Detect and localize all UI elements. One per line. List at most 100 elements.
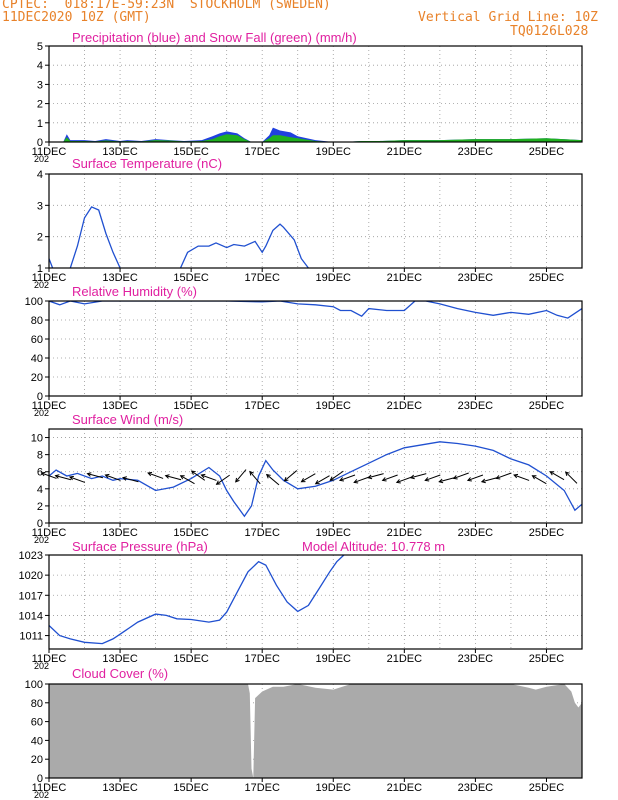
wind-arrow [467,474,484,481]
wind-arrow-head [147,471,153,477]
wind-arrow-head [314,480,320,485]
x-tick-label: 21DEC [387,400,423,412]
header-code: TQ0126L028 [510,24,589,39]
pressure-line [49,555,345,645]
wind-arrow-head [338,477,344,482]
y-tick-label: 0 [37,518,43,530]
x-tick-label: 11DEC [32,653,67,665]
y-tick-label: 4 [37,484,43,496]
x-tick-label: 19DEC [316,527,352,539]
x-tick-label: 17DEC [244,272,280,284]
x-tick-label: 17DEC [244,400,280,412]
panel-data [49,555,345,645]
header-run-date: 11DEC2020 10Z (GMT) [2,10,151,25]
y-tick-label: 60 [31,717,43,729]
panel-5 [45,554,583,653]
wind-arrow [87,473,104,479]
wind-arrow-head [300,478,306,483]
y-tick-label: 20 [31,372,43,384]
y-tick-label: 80 [31,698,43,710]
wind-arrow [453,472,469,479]
y-tick-label: 2 [37,99,43,111]
wind-arrow-head [549,471,555,476]
y-tick-label: 2 [37,501,43,513]
panel-data [49,441,582,518]
panel-frame [48,300,583,397]
wind-arrow [315,475,330,485]
temperature-line [69,206,121,268]
panel-1 [45,45,583,146]
wind-arrow [496,472,512,479]
wind-arrow [329,470,344,481]
wind-arrow [301,473,316,483]
wind-arrow-head [480,478,486,484]
x-tick-label: 15DEC [173,146,209,158]
wind-speed-line [49,441,582,518]
x-year-label: 202 [34,408,49,418]
y-tick-label: 40 [31,735,43,747]
panel-frame [48,428,583,524]
panel-title: Cloud Cover (%) [72,666,168,681]
x-tick-label: 25DEC [529,527,565,539]
y-tick-label: 80 [31,315,43,327]
x-tick-label: 21DEC [387,527,423,539]
wind-arrow [284,470,298,482]
wind-arrow-head [121,476,128,481]
header-station: CPTEC: 018:17E-59:23N STOCKHOLM (SWEDEN) [2,0,331,12]
wind-arrow-head [564,471,570,477]
wind-arrow-head [452,475,458,480]
x-tick-label: 13DEC [102,653,138,665]
x-tick-label: 25DEC [529,146,565,158]
panel-2 [45,173,583,272]
x-tick-label: 11DEC [32,272,67,284]
panel-6 [45,683,583,782]
y-tick-label: 1 [37,263,43,275]
x-tick-label: 17DEC [244,527,280,539]
wind-arrow-head [409,474,415,480]
wind-arrow [55,475,72,481]
x-tick-label: 15DEC [173,653,209,665]
x-tick-label: 25DEC [529,400,565,412]
wind-arrow [368,473,384,479]
x-tick-label: 23DEC [458,782,494,794]
x-tick-label: 25DEC [529,272,565,284]
x-tick-label: 23DEC [458,272,494,284]
wind-arrow [481,477,498,483]
y-tick-label: 60 [31,334,43,346]
wind-arrow-head [424,477,430,482]
wind-arrow-head [40,471,46,477]
y-tick-label: 40 [31,353,43,365]
panel-data [49,301,582,319]
y-tick-label: 4 [37,169,43,181]
wind-arrow-head [104,473,110,479]
x-tick-label: 15DEC [173,272,209,284]
wind-arrow [201,474,217,481]
y-tick-label: 20 [31,754,43,766]
wind-arrow [180,475,195,485]
x-tick-label: 13DEC [102,782,138,794]
x-tick-label: 25DEC [529,653,565,665]
y-tick-label: 0 [37,773,43,785]
x-tick-label: 23DEC [458,527,494,539]
y-tick-label: 100 [25,296,43,308]
x-year-label: 202 [34,535,49,545]
panel-title: Relative Humidity (%) [72,284,197,299]
x-tick-label: 23DEC [458,400,494,412]
x-tick-label: 21DEC [387,146,423,158]
wind-arrow [266,474,280,486]
y-tick-label: 2 [37,232,43,244]
x-tick-label: 19DEC [316,400,352,412]
x-tick-label: 19DEC [316,146,352,158]
x-tick-label: 23DEC [458,653,494,665]
wind-arrow-head [200,473,206,479]
wind-arrow-head [235,477,240,483]
wind-arrow [565,471,578,484]
y-tick-label: 4 [37,60,43,72]
wind-arrow [122,477,139,483]
x-tick-label: 11DEC [32,146,67,158]
wind-arrow-head [265,473,271,479]
x-year-label: 202 [34,661,49,671]
y-tick-label: 1011 [19,631,43,643]
x-tick-label: 21DEC [387,272,423,284]
